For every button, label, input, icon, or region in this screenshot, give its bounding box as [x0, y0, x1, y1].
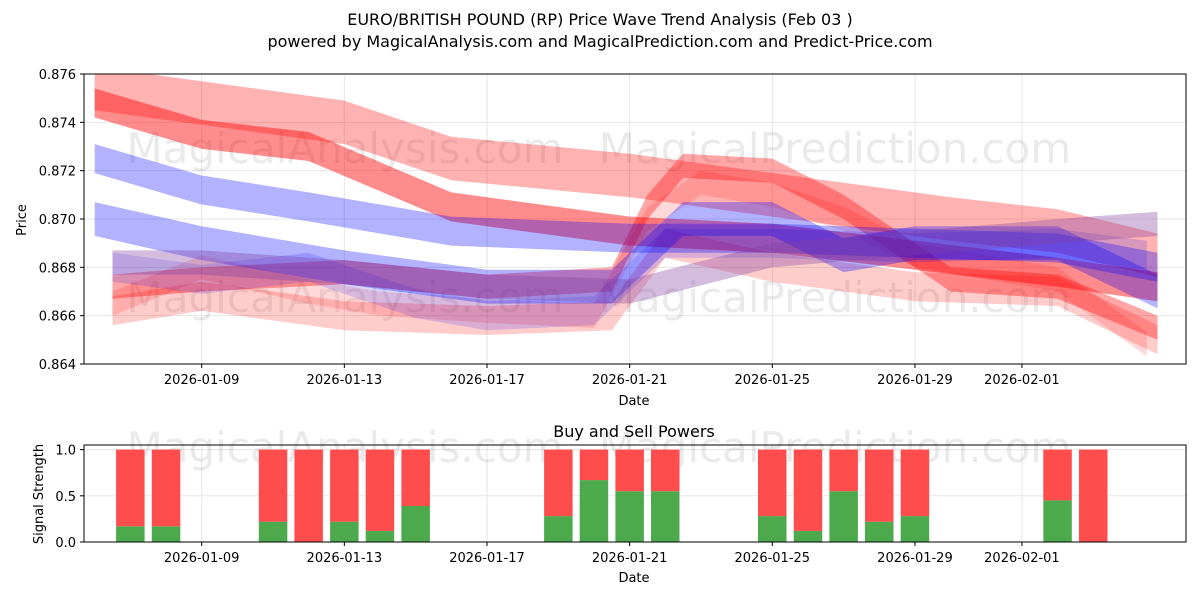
price-band-blue-main: [94, 202, 1158, 309]
power-x-axis-label: Date: [618, 571, 649, 586]
power-x-tick-label: 2026-01-21: [592, 551, 668, 566]
price-x-tick-label: 2026-01-25: [735, 373, 811, 388]
sell-bar: [151, 449, 181, 527]
buy-bar: [579, 480, 609, 542]
price-x-tick-label: 2026-01-29: [877, 373, 953, 388]
price-x-tick-label: 2026-01-17: [449, 373, 525, 388]
price-band-blue-low: [112, 228, 1147, 331]
sell-bar: [116, 449, 145, 527]
sell-bar: [1043, 449, 1072, 501]
power-y-tick-label: 1.0: [55, 444, 76, 459]
power-y-tick-label: 0.5: [55, 490, 76, 505]
sell-bar: [900, 449, 930, 517]
price-band-pink-wave: [112, 170, 1147, 357]
price-y-axis-label: Price: [15, 204, 30, 236]
price-x-axis-label: Date: [618, 394, 649, 409]
sell-bar: [401, 449, 430, 506]
price-y-tick-label: 0.876: [39, 68, 76, 83]
watermark-prediction-top: MagicalPrediction.com: [599, 124, 1072, 173]
sell-bar: [829, 449, 858, 492]
power-x-tick-label: 2026-01-17: [449, 551, 525, 566]
power-y-tick-label: 0.0: [55, 536, 76, 551]
price-x-tick-label: 2026-01-21: [592, 373, 668, 388]
sell-bar: [758, 449, 787, 517]
price-band-purple-trend: [112, 211, 1158, 304]
price-x-tick-label: 2026-02-01: [984, 373, 1060, 388]
price-watermarks: MagicalAnalysis.com MagicalPrediction.co…: [127, 124, 1072, 322]
sell-bar: [1079, 449, 1108, 542]
buy-bar: [651, 491, 680, 542]
sell-bar: [651, 449, 680, 492]
buy-bar: [116, 526, 145, 542]
price-y-tick-label: 0.874: [39, 116, 76, 131]
price-band-red-upper-2: [94, 88, 1158, 302]
power-x-tick-label: 2026-01-25: [735, 551, 811, 566]
power-x-tick-label: 2026-02-01: [984, 551, 1060, 566]
power-y-ticks: 0.0 0.5 1.0: [55, 444, 84, 551]
buy-bar: [829, 491, 858, 542]
price-band-red-upper-1: [94, 74, 1158, 277]
sell-bar: [330, 449, 359, 522]
price-y-tick-label: 0.870: [39, 213, 76, 228]
power-x-tick-label: 2026-01-09: [164, 551, 240, 566]
buy-bar: [758, 516, 787, 542]
price-y-ticks: 0.864 0.866 0.868 0.870 0.872 0.874 0.876: [39, 68, 84, 373]
price-y-tick-label: 0.868: [39, 261, 76, 276]
price-y-tick-label: 0.872: [39, 165, 76, 180]
sell-bar: [615, 449, 644, 492]
price-x-tick-label: 2026-01-13: [307, 373, 383, 388]
power-x-ticks: 2026-01-09 2026-01-13 2026-01-17 2026-01-21…: [164, 542, 1060, 566]
price-bands: [94, 74, 1158, 357]
chart-subtitle: powered by MagicalAnalysis.com and Magic…: [267, 32, 932, 51]
buy-bar: [365, 530, 395, 542]
power-bars: [116, 449, 1108, 542]
buy-bar: [615, 491, 644, 542]
watermark-prediction-mid: MagicalPrediction.com: [599, 273, 1072, 322]
buy-bar: [793, 530, 823, 542]
buy-bar: [865, 521, 894, 542]
power-x-tick-label: 2026-01-29: [877, 551, 953, 566]
buy-bar: [900, 516, 930, 542]
watermark-analysis-top: MagicalAnalysis.com: [127, 124, 564, 173]
watermark-analysis-mid: MagicalAnalysis.com: [127, 273, 564, 322]
buy-bar: [258, 521, 288, 542]
buy-bar: [151, 526, 181, 542]
sell-bar: [544, 449, 573, 517]
price-y-tick-label: 0.864: [39, 358, 76, 373]
price-band-blue-upper: [94, 144, 1158, 282]
sell-bar: [365, 449, 395, 531]
power-x-tick-label: 2026-01-13: [307, 551, 383, 566]
price-y-tick-label: 0.866: [39, 310, 76, 325]
sell-bar: [579, 449, 609, 481]
sell-bar: [793, 449, 823, 531]
power-y-axis-label: Signal Strength: [32, 444, 47, 544]
price-x-tick-label: 2026-01-09: [164, 373, 240, 388]
price-band-red-low: [112, 228, 1158, 355]
chart-title: EURO/BRITISH POUND (RP) Price Wave Trend…: [347, 10, 853, 29]
buy-bar: [401, 506, 430, 542]
sell-bar: [865, 449, 894, 522]
buy-bar: [1043, 500, 1072, 542]
buy-bar: [330, 521, 359, 542]
power-chart-title: Buy and Sell Powers: [553, 422, 715, 441]
sell-bar: [258, 449, 288, 522]
buy-bar: [544, 516, 573, 542]
sell-bar: [294, 449, 323, 542]
power-axes-frame: [83, 444, 1187, 543]
price-x-ticks: 2026-01-09 2026-01-13 2026-01-17 2026-01-21…: [164, 364, 1060, 388]
